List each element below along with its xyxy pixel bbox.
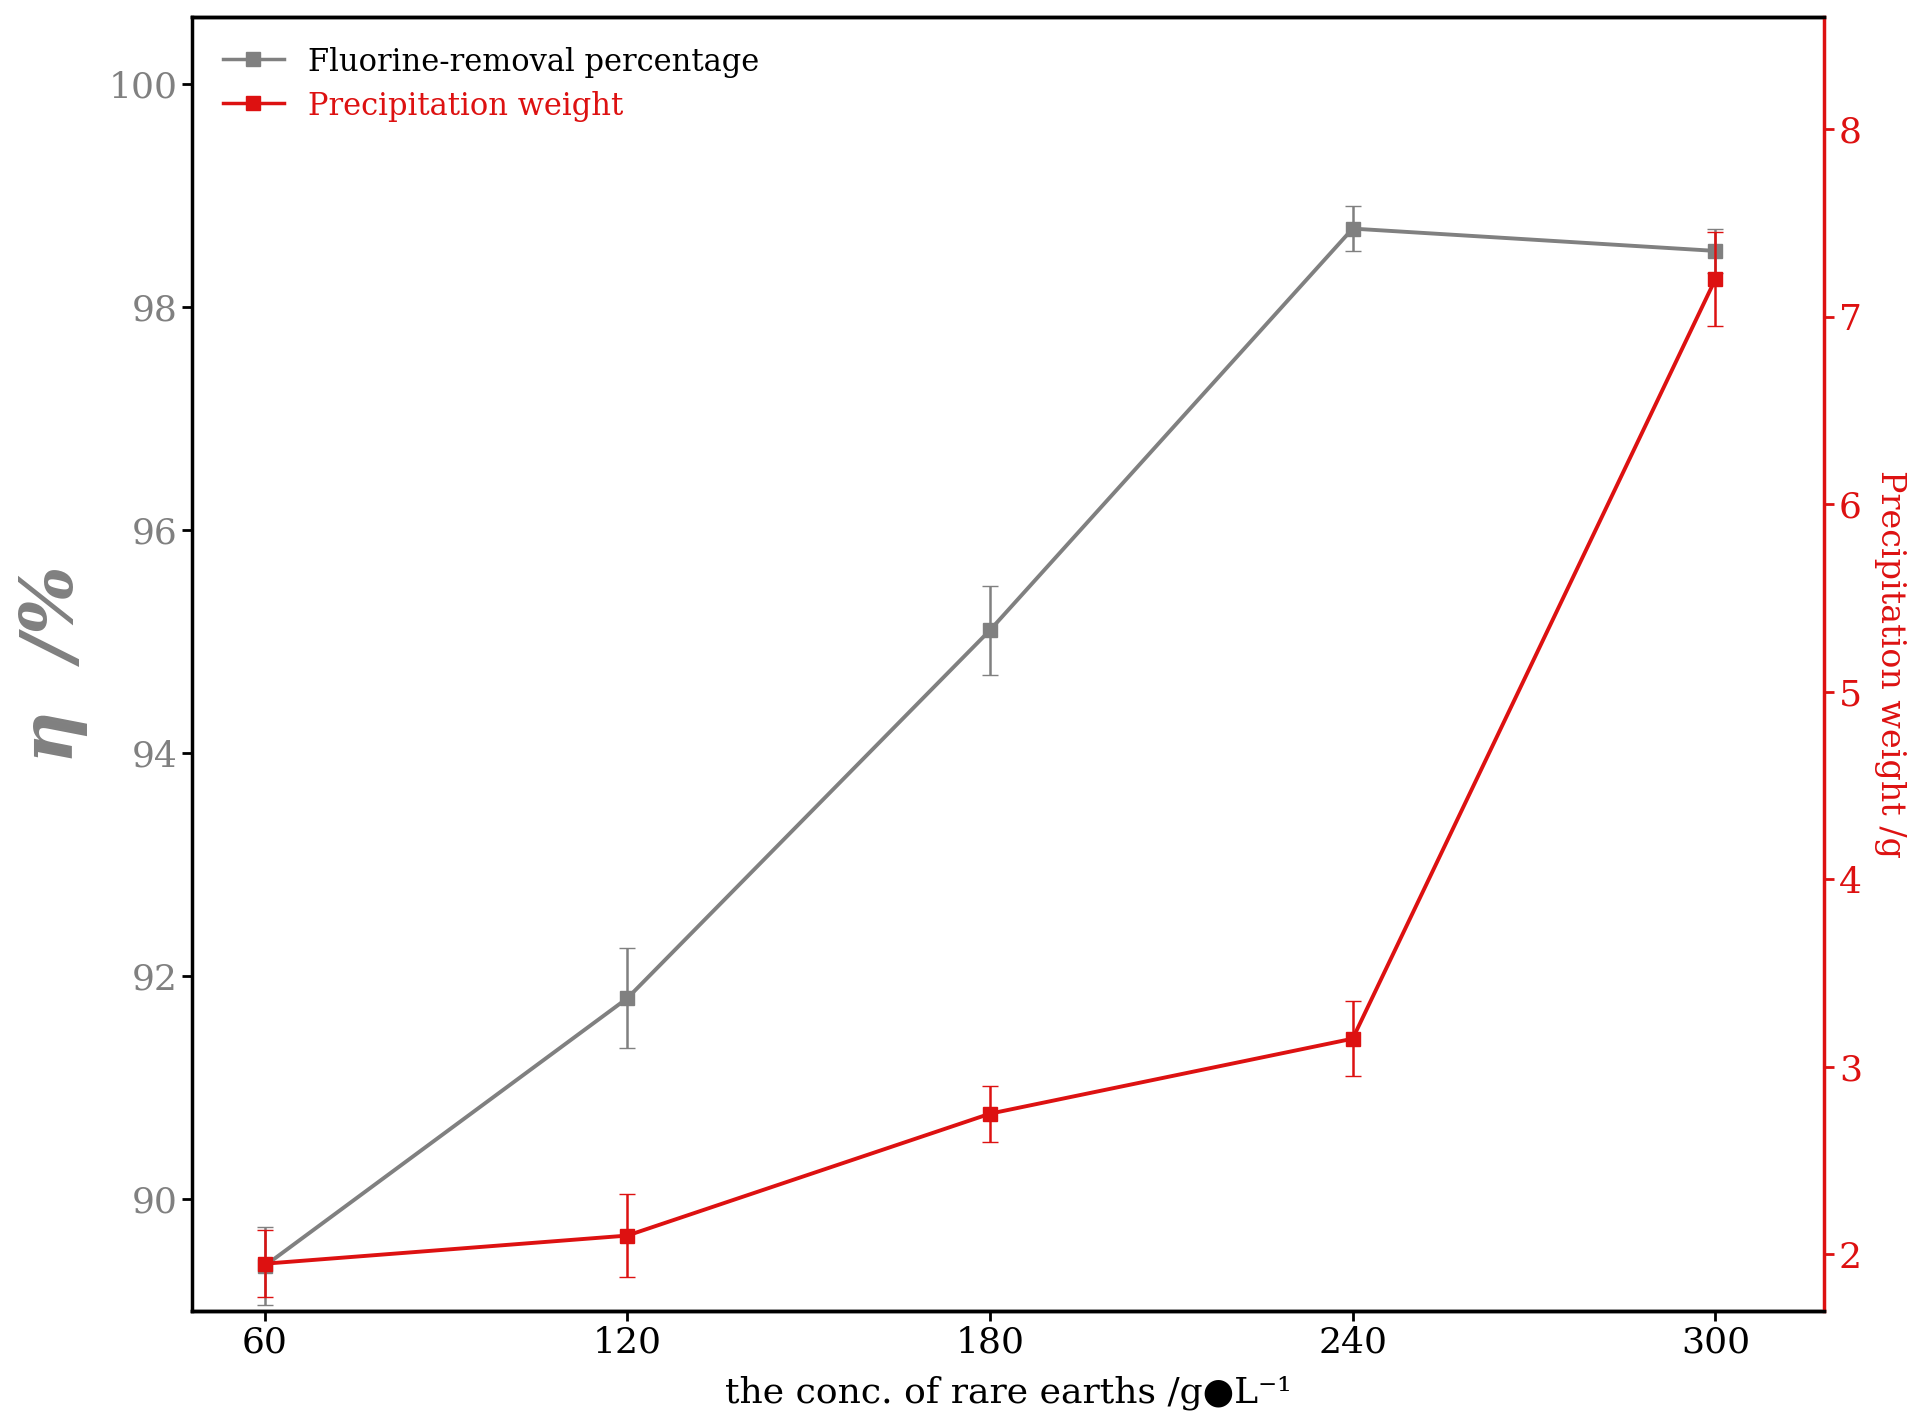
Legend: Fluorine-removal percentage, Precipitation weight: Fluorine-removal percentage, Precipitati… xyxy=(208,31,775,137)
Y-axis label: η  /%: η /% xyxy=(17,565,88,762)
Y-axis label: Precipitation weight /g: Precipitation weight /g xyxy=(1875,469,1906,858)
X-axis label: the conc. of rare earths /g●L⁻¹: the conc. of rare earths /g●L⁻¹ xyxy=(725,1376,1292,1410)
